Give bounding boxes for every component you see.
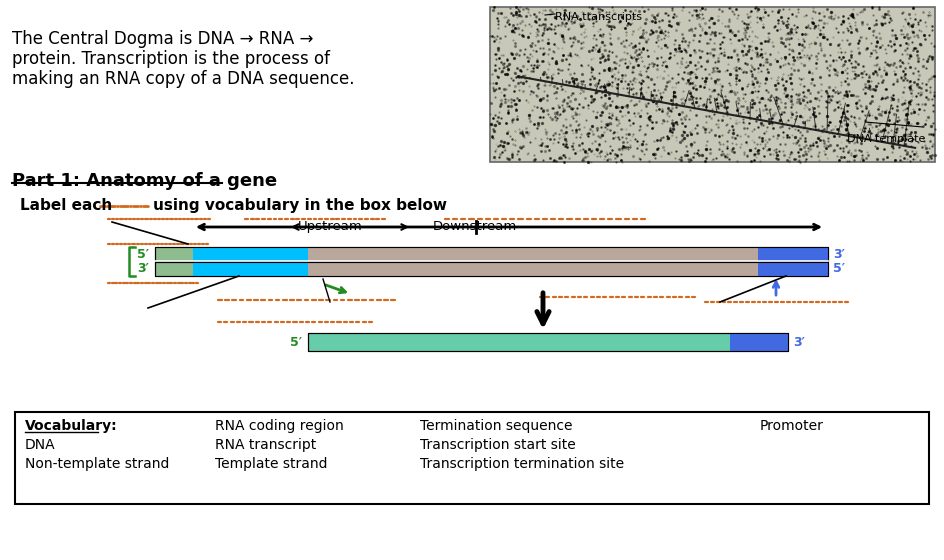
Text: protein. Transcription is the process of: protein. Transcription is the process of xyxy=(12,50,330,68)
Bar xyxy=(490,7,935,162)
Bar xyxy=(155,247,828,261)
Text: Vocabulary:: Vocabulary: xyxy=(25,419,118,433)
Text: Transcription start site: Transcription start site xyxy=(420,438,576,452)
Bar xyxy=(758,247,828,261)
Text: RNA coding region: RNA coding region xyxy=(215,419,344,433)
Text: DNA template: DNA template xyxy=(847,134,925,144)
Text: 5′: 5′ xyxy=(833,263,845,276)
Text: 3′: 3′ xyxy=(833,248,845,260)
Bar xyxy=(155,247,828,261)
Bar xyxy=(155,262,828,276)
Text: 5′: 5′ xyxy=(290,335,302,348)
Text: 3′: 3′ xyxy=(137,263,149,276)
Bar xyxy=(193,247,308,261)
Text: The Central Dogma is DNA → RNA →: The Central Dogma is DNA → RNA → xyxy=(12,30,313,48)
Bar xyxy=(308,333,788,351)
Text: RNA transcripts: RNA transcripts xyxy=(555,12,642,22)
Text: using vocabulary in the box below: using vocabulary in the box below xyxy=(153,198,447,213)
Bar xyxy=(308,247,758,276)
Bar xyxy=(308,333,788,351)
Text: Template strand: Template strand xyxy=(215,457,328,471)
Bar xyxy=(730,333,788,351)
Text: Label each: Label each xyxy=(20,198,112,213)
Text: Part 1: Anatomy of a gene: Part 1: Anatomy of a gene xyxy=(12,172,278,190)
Text: 3′: 3′ xyxy=(793,335,805,348)
Text: Promoter: Promoter xyxy=(760,419,824,433)
Bar xyxy=(758,262,828,276)
Text: DNA: DNA xyxy=(25,438,56,452)
Bar xyxy=(155,262,828,276)
Text: Upstream: Upstream xyxy=(297,220,362,233)
Text: Non-template strand: Non-template strand xyxy=(25,457,169,471)
Text: Termination sequence: Termination sequence xyxy=(420,419,572,433)
Bar xyxy=(15,412,929,504)
Text: Downstream: Downstream xyxy=(433,220,517,233)
Text: Transcription termination site: Transcription termination site xyxy=(420,457,624,471)
Text: 5′: 5′ xyxy=(137,248,149,260)
Text: making an RNA copy of a DNA sequence.: making an RNA copy of a DNA sequence. xyxy=(12,70,355,88)
Bar xyxy=(193,262,308,276)
Text: RNA transcript: RNA transcript xyxy=(215,438,316,452)
